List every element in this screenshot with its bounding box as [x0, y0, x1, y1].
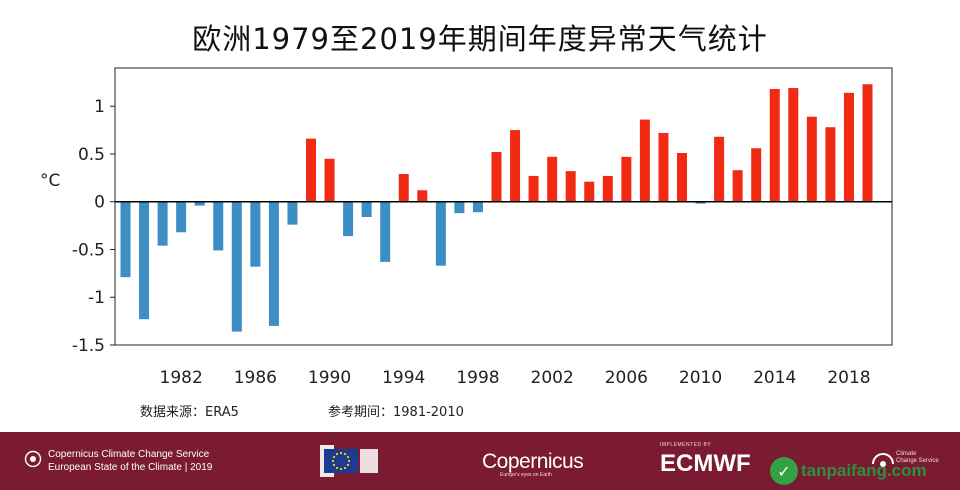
copernicus-tagline: Europe's eyes on Earth — [500, 472, 552, 478]
bar-1996 — [435, 201, 446, 266]
reference-note: 参考期间：1981-2010 — [328, 401, 464, 420]
bar-2005 — [602, 175, 613, 202]
bar-2006 — [621, 156, 632, 202]
bar-2019 — [862, 84, 873, 202]
bar-2013 — [751, 148, 762, 202]
bar-chart: -1.5 -1 -0.5 0 0.5 1 1982 1986 1990 1994 1998 2002… — [40, 67, 893, 388]
y-tick-label: -0.5 — [72, 240, 105, 260]
bar-1994 — [398, 174, 409, 202]
bar-1986 — [250, 201, 261, 267]
source-label: 数据来源： — [140, 405, 206, 420]
x-tick-label: 1994 — [382, 368, 425, 388]
y-tick-label: 0 — [94, 193, 105, 213]
x-tick-label: 2006 — [605, 368, 648, 388]
report-name: European State of the Climate | 2019 — [48, 462, 213, 473]
bar-2014 — [769, 89, 780, 202]
climate-service-label: Climate Change Service — [896, 451, 939, 465]
y-tick-label: -1 — [88, 288, 105, 308]
bar-2012 — [732, 170, 743, 202]
bar-2007 — [639, 119, 650, 202]
bar-2008 — [658, 132, 669, 202]
bar-1984 — [213, 201, 224, 251]
x-axis: 1982 1986 1990 1994 1998 2002 2006 2010 2014 2018 — [160, 368, 871, 388]
y-axis-label: °C — [40, 171, 60, 191]
bar-2015 — [788, 88, 799, 202]
footer-bar: Copernicus Climate Change Service Europe… — [0, 432, 960, 490]
bar-1989 — [306, 138, 316, 202]
bar-1992 — [361, 201, 372, 218]
copernicus-logo: Copernicus — [482, 450, 584, 473]
bar-1980 — [139, 201, 150, 320]
bar-2016 — [806, 116, 817, 202]
bar-1988 — [287, 201, 298, 225]
bar-1999 — [491, 152, 502, 202]
leaf-icon: ✓ — [770, 457, 798, 485]
service-name: Copernicus Climate Change Service — [48, 449, 210, 460]
watermark-text: tanpaifang.com — [801, 461, 927, 480]
bar-2000 — [510, 130, 521, 202]
bar-2009 — [677, 153, 687, 202]
bar-2004 — [584, 181, 595, 202]
bar-2001 — [528, 175, 539, 202]
source-value: ERA5 — [205, 405, 239, 420]
watermark: ✓ tanpaifang.com — [770, 456, 927, 486]
bar-1995 — [417, 190, 428, 202]
bar-1983 — [194, 201, 205, 206]
bar-1993 — [380, 201, 391, 262]
climate-service-icon — [872, 453, 894, 467]
x-tick-label: 1990 — [308, 368, 351, 388]
y-axis: -1.5 -1 -0.5 0 0.5 1 — [72, 97, 115, 356]
ecmwf-caption: IMPLEMENTED BY — [660, 442, 712, 448]
x-tick-label: 2018 — [827, 368, 870, 388]
bar-1982 — [176, 201, 187, 233]
bar-2018 — [843, 92, 854, 202]
bar-1997 — [454, 201, 465, 214]
bar-2002 — [547, 156, 558, 202]
service-credit: Copernicus Climate Change Service Europe… — [48, 448, 212, 474]
copernicus-mark-icon — [24, 450, 42, 468]
bar-2011 — [714, 136, 725, 202]
reference-value: 1981-2010 — [393, 405, 464, 420]
bar-2010 — [695, 201, 706, 204]
x-tick-label: 2014 — [753, 368, 796, 388]
bar-1998 — [472, 201, 483, 213]
climate-service-line2: Change Service — [896, 458, 939, 464]
bar-1981 — [157, 201, 168, 246]
x-tick-label: 1982 — [160, 368, 203, 388]
plot-frame — [114, 67, 893, 346]
bar-1991 — [343, 201, 354, 237]
bar-1990 — [324, 158, 335, 202]
climate-service-line1: Climate — [896, 451, 917, 457]
y-tick-label: 0.5 — [78, 145, 105, 165]
y-tick-label: -1.5 — [72, 336, 105, 356]
bar-2017 — [825, 127, 836, 202]
bar-2003 — [565, 171, 576, 202]
bars-group — [120, 84, 873, 332]
eu-flag-icon — [320, 445, 378, 477]
y-tick-label: 1 — [94, 97, 105, 117]
chart-title: 欧洲1979至2019年期间年度异常天气统计 — [192, 22, 768, 56]
ecmwf-logo: ECMWF — [660, 450, 751, 477]
x-tick-label: 1986 — [234, 368, 277, 388]
source-note: 数据来源：ERA5 — [140, 401, 239, 420]
x-tick-label: 2010 — [679, 368, 722, 388]
bar-1985 — [231, 201, 242, 332]
bar-1979 — [120, 201, 131, 278]
x-tick-label: 1998 — [456, 368, 499, 388]
x-tick-label: 2002 — [531, 368, 574, 388]
reference-label: 参考期间： — [328, 405, 394, 420]
bar-1987 — [268, 201, 279, 326]
